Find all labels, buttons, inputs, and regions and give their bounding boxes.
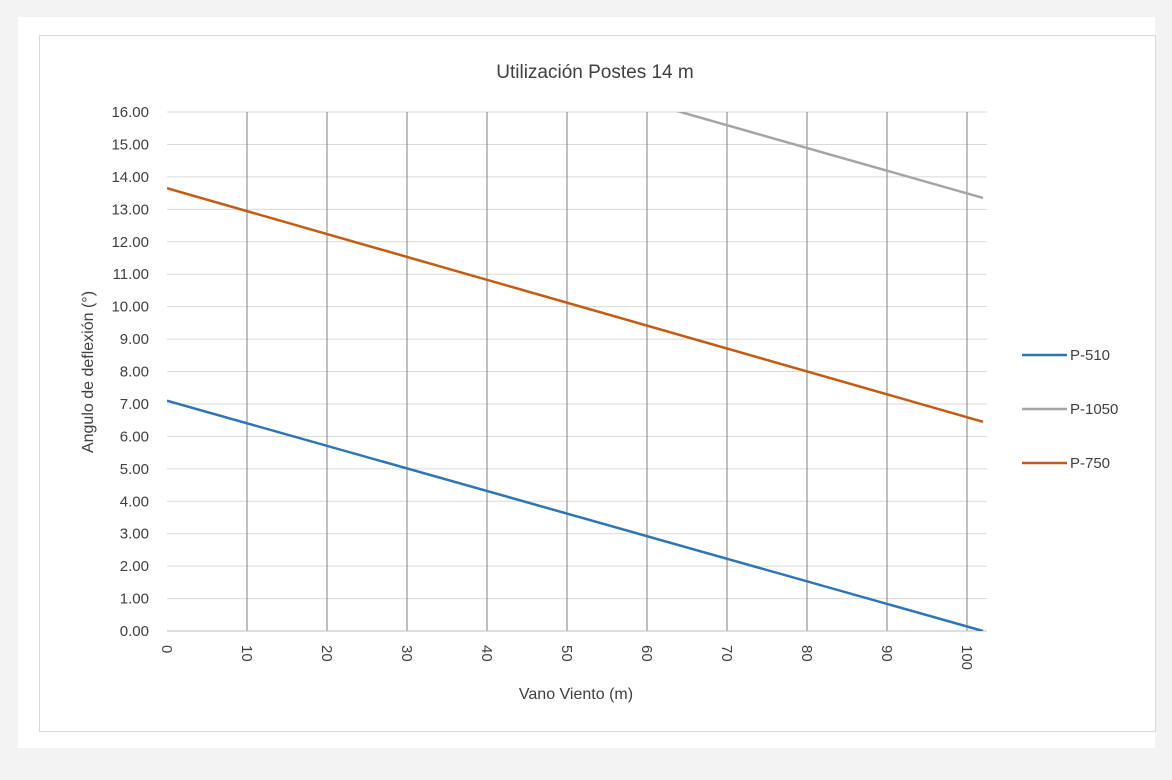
legend-label: P-750 [1070,455,1110,472]
y-tick-label: 1.00 [120,591,149,608]
y-tick-label: 12.00 [111,234,149,251]
x-tick-label: 80 [798,645,815,662]
x-tick-label: 40 [478,645,495,662]
y-tick-label: 14.00 [111,169,149,186]
horizontal-gridlines [167,111,987,632]
y-axis-tick-labels: 0.00 1.00 2.00 3.00 4.00 5.00 6.00 7.00 8.00 9.00… [111,104,149,640]
x-tick-label: 50 [558,645,575,662]
x-axis-tick-labels: 0 10 20 30 40 50 60 70 80 90 100 [158,645,975,670]
y-tick-label: 15.00 [111,136,149,153]
y-tick-label: 0.00 [120,623,149,640]
y-tick-label: 4.00 [120,493,149,510]
x-tick-label: 20 [318,645,335,662]
y-tick-label: 6.00 [120,428,149,445]
x-tick-label: 60 [638,645,655,662]
x-tick-label: 30 [398,645,415,662]
series-line-p-510 [167,399,984,631]
x-tick-label: 0 [158,645,175,653]
x-axis-label: Vano Viento (m) [519,686,633,703]
series-lines [167,112,984,631]
y-axis-label: Angulo de deflexión (°) [80,291,97,453]
legend-label: P-1050 [1070,401,1118,418]
vertical-gridlines [167,112,987,632]
y-tick-label: 11.00 [113,266,149,283]
x-tick-label: 10 [238,645,255,662]
y-tick-label: 13.00 [111,201,149,218]
y-tick-label: 2.00 [120,558,149,575]
y-tick-label: 5.00 [120,461,149,478]
x-tick-label: 90 [878,645,895,662]
legend: P-510 P-1050 P-750 [1022,347,1118,472]
y-tick-label: 10.00 [111,299,149,316]
series-line-p-1050 [675,112,984,200]
y-tick-label: 8.00 [120,364,149,381]
x-tick-label: 100 [958,645,975,670]
x-tick-label: 70 [718,645,735,662]
y-tick-label: 3.00 [120,526,149,543]
chart-title: Utilización Postes 14 m [496,62,693,83]
series-line-p-750 [167,187,984,423]
y-tick-label: 7.00 [120,396,149,413]
y-tick-label: 16.00 [111,104,149,121]
legend-label: P-510 [1070,347,1110,364]
chart-frame [39,35,1156,732]
y-tick-label: 9.00 [120,331,149,348]
